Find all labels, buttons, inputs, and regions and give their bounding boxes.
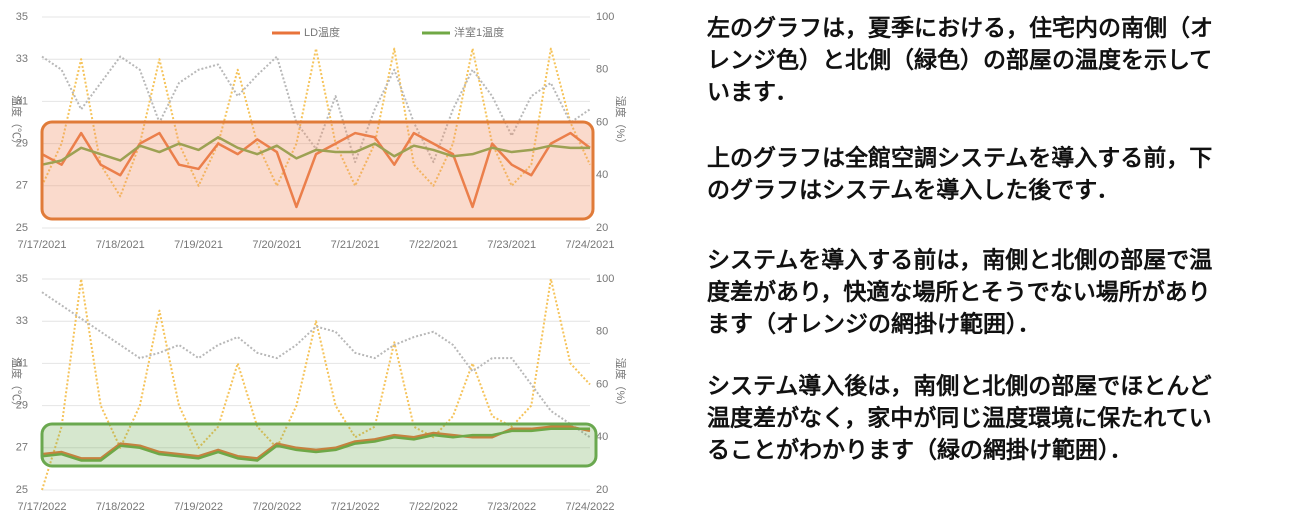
y2-axis-label: 湿度（%） bbox=[614, 358, 628, 412]
x-tick-label: 7/18/2021 bbox=[96, 239, 145, 251]
x-tick-label: 7/21/2022 bbox=[331, 501, 380, 513]
x-tick-label: 7/23/2021 bbox=[487, 239, 536, 251]
y2-tick-label: 20 bbox=[596, 484, 608, 496]
x-tick-label: 7/21/2021 bbox=[331, 239, 380, 251]
paragraph-line: ます（オレンジの網掛け範囲）． bbox=[707, 310, 1041, 336]
y2-tick-label: 40 bbox=[596, 169, 608, 181]
paragraph-line: 左のグラフは，夏季における，住宅内の南側（オ bbox=[707, 14, 1213, 40]
y2-tick-label: 80 bbox=[596, 326, 608, 338]
y2-tick-label: 20 bbox=[596, 222, 608, 234]
series-line bbox=[41, 131, 591, 209]
y2-axis-label: 湿度（%） bbox=[614, 96, 628, 150]
y-tick-label: 31 bbox=[16, 357, 28, 369]
x-tick-label: 7/20/2022 bbox=[252, 501, 301, 513]
paragraph-line: システムを導入する前は，南側と北側の部屋で温 bbox=[707, 246, 1212, 272]
series-line bbox=[41, 278, 591, 491]
y-tick-label: 25 bbox=[16, 484, 28, 496]
x-tick-label: 7/24/2021 bbox=[566, 239, 615, 251]
x-tick-label: 7/19/2022 bbox=[174, 501, 223, 513]
paragraph-line: システム導入後は，南側と北側の部屋でほとんど bbox=[707, 372, 1212, 398]
x-tick-label: 7/18/2022 bbox=[96, 501, 145, 513]
paragraph-line: 上のグラフは全館空調システムを導入する前，下 bbox=[707, 144, 1212, 170]
highlight-box bbox=[40, 422, 598, 468]
highlight-box bbox=[40, 120, 595, 221]
y2-tick-label: 60 bbox=[596, 116, 608, 128]
paragraph-line: レンジ色）と北側（緑色）の部屋の温度を示して bbox=[707, 46, 1212, 72]
paragraph-line: います． bbox=[707, 79, 798, 104]
y-tick-label: 27 bbox=[16, 180, 28, 192]
x-tick-label: 7/24/2022 bbox=[566, 501, 615, 513]
legend-label: LD温度 bbox=[304, 25, 340, 39]
x-tick-label: 7/17/2021 bbox=[18, 239, 67, 251]
x-tick-label: 7/19/2021 bbox=[174, 239, 223, 251]
series-line bbox=[41, 136, 590, 166]
x-tick-label: 7/23/2022 bbox=[487, 501, 536, 513]
series-line bbox=[41, 427, 590, 462]
y-tick-label: 35 bbox=[16, 273, 28, 285]
y-axis-label: 温度（℃） bbox=[10, 357, 24, 412]
y2-tick-label: 40 bbox=[596, 431, 608, 443]
y2-tick-label: 60 bbox=[596, 378, 608, 390]
legend-label: 洋室1温度 bbox=[454, 25, 504, 39]
y-tick-label: 25 bbox=[16, 222, 28, 234]
y-tick-label: 33 bbox=[16, 315, 28, 327]
y-tick-label: 31 bbox=[16, 95, 28, 107]
y-tick-label: 33 bbox=[16, 53, 28, 65]
y-tick-label: 27 bbox=[16, 442, 28, 454]
x-tick-label: 7/20/2021 bbox=[252, 239, 301, 251]
series-line bbox=[41, 291, 591, 439]
paragraph-line: のグラフはシステムを導入した後です． bbox=[707, 176, 1119, 202]
series-line bbox=[41, 47, 591, 198]
y-tick-label: 29 bbox=[16, 138, 28, 150]
x-tick-label: 7/17/2022 bbox=[18, 501, 67, 513]
y-tick-label: 29 bbox=[16, 400, 28, 412]
y2-tick-label: 100 bbox=[596, 11, 614, 23]
x-tick-label: 7/22/2021 bbox=[409, 239, 458, 251]
y2-tick-label: 80 bbox=[596, 64, 608, 76]
series-line bbox=[41, 55, 591, 164]
x-tick-label: 7/22/2022 bbox=[409, 501, 458, 513]
y2-tick-label: 100 bbox=[596, 273, 614, 285]
paragraph-line: ることがわかります（緑の網掛け範囲）． bbox=[707, 436, 1133, 462]
y-axis-label: 温度（℃） bbox=[10, 95, 24, 150]
y-tick-label: 35 bbox=[16, 11, 28, 23]
paragraph-line: 度差があり，快適な場所とそうでない場所があり bbox=[707, 278, 1211, 304]
paragraph-line: 温度差がなく，家中が同じ温度環境に保たれてい bbox=[707, 404, 1212, 430]
